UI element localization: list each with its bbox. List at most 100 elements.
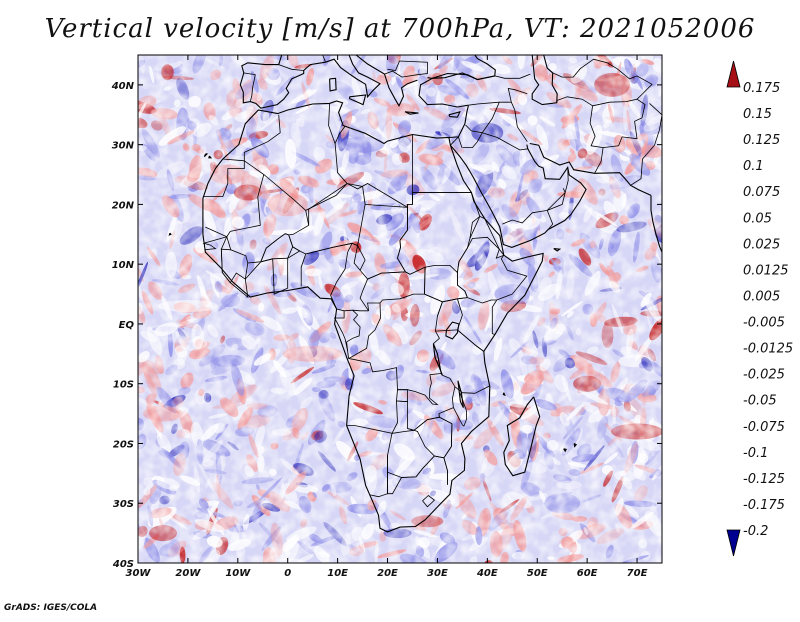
lon-label: 40E	[476, 568, 498, 579]
canary-islands-b	[203, 153, 208, 157]
border-iran-iraq	[507, 87, 528, 103]
border-sinai	[450, 136, 459, 146]
lon-label: 20W	[175, 568, 201, 579]
map-frame	[137, 54, 663, 564]
border-pakistan-india	[630, 103, 662, 186]
colorbar-label: -0.0125	[743, 342, 793, 357]
reunion	[563, 448, 568, 453]
sardinia-outline	[329, 77, 337, 92]
border-car	[359, 266, 426, 312]
india-coastline	[650, 195, 662, 255]
border-malawi	[453, 392, 467, 427]
colorbar-label: 0.15	[743, 107, 772, 122]
colorbar-label: 0.05	[743, 211, 772, 226]
italy-coastline	[325, 55, 381, 99]
lon-label: 30W	[126, 568, 152, 579]
border-angola	[346, 358, 408, 434]
lat-label: 30N	[112, 141, 135, 152]
latitude-labels: 40N 30N 20N 10N EQ 10S 20S 30S 40S	[111, 81, 135, 570]
longitude-labels: 30W 20W 10W 0 10E 20E 30E 40E 50E 60E 70E	[126, 568, 648, 579]
cape-verde	[168, 232, 172, 236]
africa-coastline	[202, 100, 544, 533]
border-senegal	[202, 236, 227, 251]
lat-label: 20S	[113, 439, 134, 450]
border-morocco-algeria	[222, 114, 281, 162]
chart-title: Vertical velocity [m/s] at 700hPa, VT: 2…	[44, 14, 756, 44]
lon-label: 0	[284, 568, 291, 579]
lat-label: 20N	[112, 200, 135, 211]
lon-label: 10E	[327, 568, 348, 579]
credit-text: GrADS: IGES/COLA	[4, 603, 98, 613]
border-somalia	[491, 299, 498, 336]
lon-label: 70E	[627, 568, 648, 579]
border-balkans	[384, 60, 428, 78]
country-borders	[202, 55, 662, 508]
border-uganda-drc	[392, 298, 458, 434]
iberia-coastline	[239, 55, 326, 109]
border-tanzania	[435, 329, 485, 352]
comoros	[502, 392, 506, 397]
border-syria-jordan	[462, 124, 483, 148]
lon-label: 50E	[527, 568, 548, 579]
border-south-sudan	[424, 267, 468, 303]
colorbar-label: 0.005	[743, 290, 780, 305]
lake-malawi	[457, 380, 464, 408]
sicily-outline	[349, 94, 367, 106]
iran-coastline	[529, 142, 652, 196]
colorbar-label: 0.125	[743, 133, 780, 148]
border-nigeria	[300, 242, 353, 287]
lat-label: EQ	[119, 320, 135, 331]
lat-label: 30S	[113, 499, 134, 510]
lat-label: 10N	[112, 260, 135, 271]
border-france-spain	[278, 64, 304, 71]
crete-outline	[404, 111, 419, 115]
border-eritrea	[469, 215, 500, 250]
border-oman-uae	[546, 167, 569, 211]
lat-label: 40S	[112, 559, 134, 570]
border-egypt-israel	[458, 136, 463, 148]
border-djibouti	[495, 249, 504, 259]
colorbar-min-arrow	[726, 529, 741, 557]
border-western-sahara	[202, 160, 245, 197]
lat-label: 40N	[111, 81, 135, 92]
border-zambia	[407, 374, 456, 431]
border-congo	[346, 309, 361, 351]
border-arabia-interior	[482, 132, 528, 151]
lon-label: 20E	[377, 568, 398, 579]
black-sea-coast	[427, 55, 496, 81]
colorbar: 0.175 0.15 0.125 0.1 0.075 0.05 0.025 0.0125 0.0…	[726, 60, 793, 557]
colorbar-label: -0.005	[743, 316, 785, 331]
lon-label: 10W	[225, 568, 251, 579]
border-afghanistan	[592, 98, 646, 148]
lake-victoria	[445, 321, 460, 340]
colorbar-label: -0.125	[743, 472, 785, 487]
border-saudi-yemen	[502, 209, 554, 230]
mauritius	[573, 443, 578, 448]
lon-label: 60E	[577, 568, 598, 579]
socotra-outline	[553, 248, 562, 252]
colorbar-label: -0.175	[743, 498, 785, 513]
colorbar-max-arrow	[726, 60, 741, 88]
colorbar-label: -0.025	[743, 368, 785, 383]
colorbar-label: 0.0125	[743, 263, 789, 278]
map-field	[138, 55, 662, 563]
colorbar-label: 0.025	[743, 237, 780, 252]
caspian-coast	[531, 55, 558, 106]
lat-label: 10S	[113, 380, 134, 391]
border-syria-turkey	[468, 101, 500, 106]
border-alps	[322, 55, 357, 63]
lon-label: 30E	[427, 568, 448, 579]
border-iran-east	[556, 96, 604, 174]
colorbar-label: -0.1	[743, 446, 768, 461]
axis-ticks	[137, 55, 662, 564]
greece-coastline	[355, 55, 418, 107]
field-texture	[138, 55, 662, 563]
colorbar-label: 0.075	[743, 185, 780, 200]
colorbar-label: 0.1	[743, 159, 764, 174]
cyprus-outline	[448, 110, 461, 118]
canary-islands	[208, 155, 213, 159]
border-burkina	[260, 233, 301, 263]
border-tanzania-south	[454, 385, 490, 394]
